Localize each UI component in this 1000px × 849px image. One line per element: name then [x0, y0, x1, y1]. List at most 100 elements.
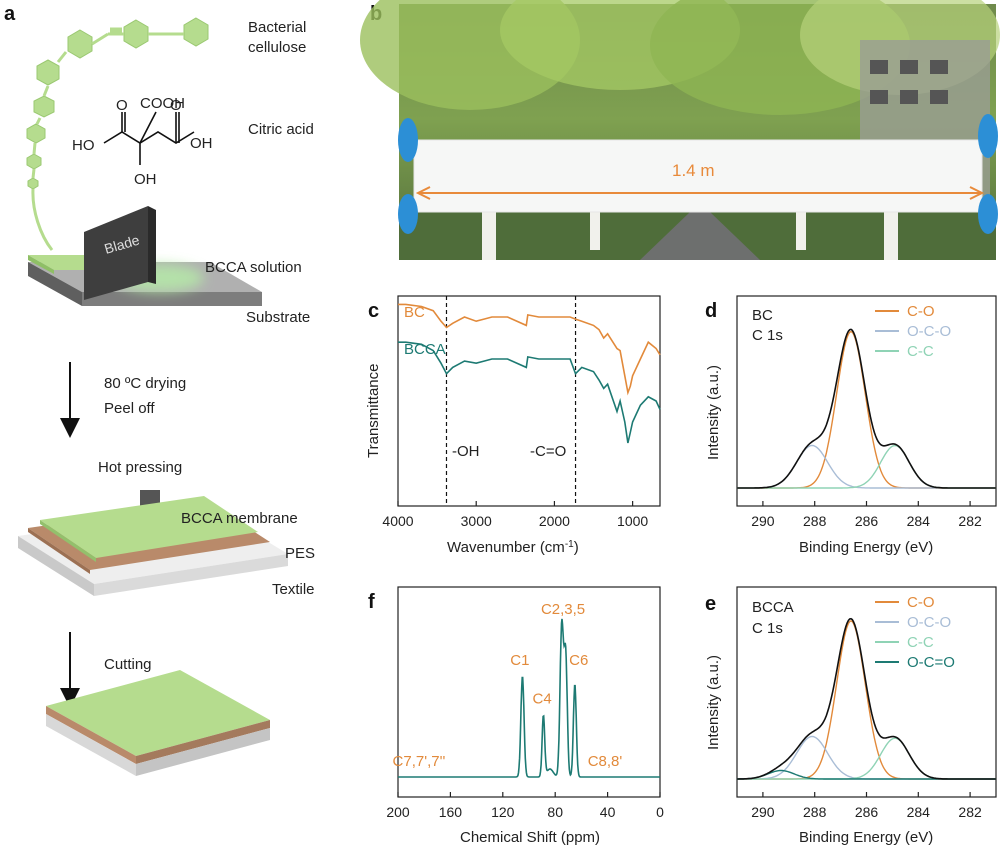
blade-coating-illustration: Blade	[28, 206, 262, 306]
ref-label-co: -C=O	[530, 443, 566, 460]
label-cutting: Cutting	[104, 656, 152, 673]
ref-label-oh: -OH	[452, 443, 480, 460]
panel-b: b 1.4 m	[360, 0, 1000, 260]
panel-c: c 4000 3000 2000 1000 BC BCCA -OH -C=O Tran…	[365, 295, 661, 556]
chart-e-tick-label: 284	[907, 804, 931, 820]
legend-label: O-C=O	[907, 654, 955, 671]
chart-e-ylabel: Intensity (a.u.)	[705, 655, 722, 750]
peak-co	[737, 330, 996, 489]
label-cellulose: cellulose	[248, 39, 306, 56]
chart-f-tick-label: 160	[439, 804, 463, 820]
label-bcca-membrane: BCCA membrane	[181, 510, 298, 527]
panel-d: d 290 288 286 284 282 C-O O-C-O C-C BC C 1s In…	[705, 295, 997, 556]
peak-cc	[737, 737, 996, 780]
panel-letter-f: f	[368, 591, 375, 613]
panel-letter-d: d	[705, 300, 717, 322]
label-ho-left: HO	[72, 137, 95, 154]
chart-d-tick-label: 282	[958, 513, 982, 529]
chart-e-tick-label: 288	[803, 804, 827, 820]
chart-f-tick-label: 40	[600, 804, 616, 820]
label-peel-off: Peel off	[104, 400, 155, 417]
chart-d-tick-label: 290	[751, 513, 775, 529]
chart-c-tick-label: 4000	[382, 513, 413, 529]
peak-label: C2,3,5	[541, 601, 585, 618]
legend-label: C-C	[907, 343, 934, 360]
peak-cc	[737, 444, 996, 489]
label-o-left: O	[116, 97, 128, 114]
photo-tree-lined-road	[360, 0, 1000, 260]
label-drying: 80 ºC drying	[104, 375, 186, 392]
panel-f: f 200 160 120 80 40 0 C1 C4 C2,3,5 C6 C7,7',7'' C8…	[368, 586, 664, 846]
peak-label: C8,8'	[588, 753, 623, 770]
label-bacterial: Bacterial	[248, 19, 306, 36]
peak-label: C1	[510, 652, 529, 669]
chart-e-ticks: 290 288 286 284 282	[751, 792, 982, 820]
envelope-line	[737, 328, 996, 489]
panel-letter-c: c	[368, 300, 379, 322]
cut-piece-illustration	[46, 670, 270, 776]
chart-f-peak-labels: C1 C4 C2,3,5 C6 C7,7',7'' C8,8'	[393, 601, 623, 770]
chart-d-ticks: 290 288 286 284 282	[751, 501, 982, 529]
citric-acid-structure	[103, 111, 195, 165]
peak-label: C4	[533, 690, 552, 707]
chart-d-series	[737, 328, 996, 489]
dimension-label: 1.4 m	[672, 161, 715, 180]
chart-c-tick-label: 3000	[461, 513, 492, 529]
chart-c-frame	[397, 295, 661, 507]
chart-d-tick-label: 286	[855, 513, 879, 529]
chart-e-tick-label: 290	[751, 804, 775, 820]
series-line-bc	[398, 303, 661, 396]
chart-c-tick-label: 1000	[617, 513, 648, 529]
chart-d-xlabel: Binding Energy (eV)	[799, 539, 933, 556]
chart-c-xlabel: Wavenumber (cm-1)	[447, 539, 579, 556]
chart-d-tick-label: 284	[907, 513, 931, 529]
chart-d-ylabel: Intensity (a.u.)	[705, 365, 722, 460]
label-oh-bottom: OH	[134, 171, 157, 188]
panel-letter-e: e	[705, 593, 716, 615]
panel-letter-a: a	[4, 3, 16, 25]
legend-label: C-O	[907, 303, 935, 320]
label-textile: Textile	[272, 581, 315, 598]
chart-f-xlabel: Chemical Shift (ppm)	[460, 829, 600, 846]
cellulose-chain-icon	[26, 17, 209, 251]
chart-f-series	[398, 618, 660, 778]
label-hot-pressing: Hot pressing	[98, 459, 182, 476]
chart-f-tick-label: 80	[547, 804, 563, 820]
chart-f-ticks: 200 160 120 80 40 0	[386, 792, 664, 820]
chart-f-tick-label: 200	[386, 804, 410, 820]
chart-c-ylabel: Transmittance	[365, 364, 382, 458]
chart-e-annotation-2: C 1s	[752, 620, 783, 637]
label-substrate: Substrate	[246, 309, 310, 326]
label-o-right: O	[170, 97, 182, 114]
chart-d-tick-label: 288	[803, 513, 827, 529]
legend-label: C-C	[907, 634, 934, 651]
chart-c-reference-lines	[445, 296, 577, 506]
panel-a: a Bacterial cellulose HO OH OH O O COO	[4, 3, 315, 776]
chart-e-xlabel: Binding Energy (eV)	[799, 829, 933, 846]
chart-c-tick-label: 2000	[539, 513, 570, 529]
chart-e-series	[737, 617, 996, 780]
chart-e-tick-label: 282	[958, 804, 982, 820]
label-bcca-solution: BCCA solution	[205, 259, 302, 276]
envelope-line	[737, 617, 996, 780]
chart-e-tick-label: 286	[855, 804, 879, 820]
chart-c-ticks: 4000 3000 2000 1000	[382, 501, 648, 529]
chart-d-annotation-1: BC	[752, 307, 773, 324]
chart-d-legend: C-O O-C-O C-C	[875, 303, 951, 360]
label-pes: PES	[285, 545, 315, 562]
peak-label: C6	[569, 652, 588, 669]
legend-label: O-C-O	[907, 323, 951, 340]
label-citric-acid: Citric acid	[248, 121, 314, 138]
nmr-spectrum-line	[398, 618, 660, 778]
legend-label: O-C-O	[907, 614, 951, 631]
series-line-bcca	[398, 341, 661, 444]
label-cooh: COOH	[140, 95, 185, 112]
legend-label: C-O	[907, 594, 935, 611]
series-label-bcca: BCCA	[404, 341, 446, 358]
panel-e: e 290 288 286 284 282 C-OO-C-OC-CO-C=O BCCA …	[705, 586, 997, 846]
chart-f-tick-label: 120	[491, 804, 515, 820]
chart-e-annotation-1: BCCA	[752, 599, 794, 616]
dimension-arrow	[415, 186, 985, 200]
laminate-stack-illustration	[18, 496, 288, 596]
